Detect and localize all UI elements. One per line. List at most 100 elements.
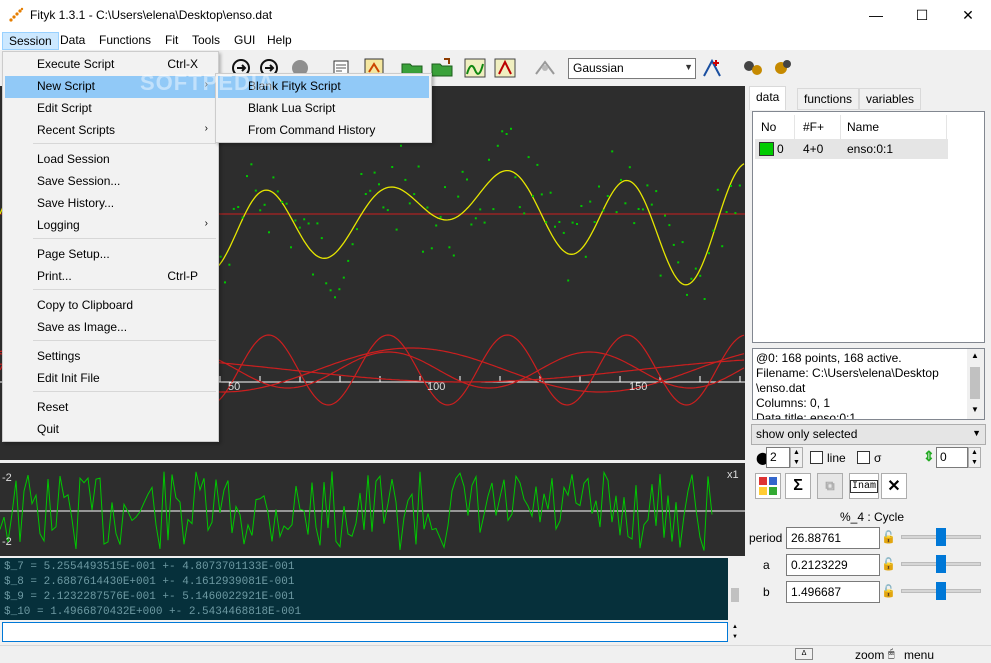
menu-item-page-setup[interactable]: Page Setup... [5,244,216,266]
menu-item-save-session[interactable]: Save Session... [5,171,216,193]
info-scrollbar[interactable]: ▲ ▼ [967,349,984,419]
tab-data[interactable]: data [749,86,787,110]
data-point [492,208,495,211]
param-value-a[interactable]: 0.2123229 [786,554,880,576]
data-point [540,193,543,196]
menu-item-logging[interactable]: Logging › [5,215,216,237]
column-header-no[interactable]: No [755,115,795,139]
scrollbar-thumb[interactable] [731,588,739,602]
data-point [672,243,675,246]
offset-spinner[interactable]: ▲ ▼ [968,447,981,468]
menu-item-recent-scripts[interactable]: Recent Scripts › [5,120,216,142]
data-point [589,200,592,203]
data-point [276,190,279,193]
command-spinner[interactable]: ▲ ▼ [728,622,742,642]
data-point [457,195,460,198]
data-point [708,252,710,255]
menu-separator [33,340,216,341]
param-value-b[interactable]: 1.496687 [786,581,880,603]
column-header-name[interactable]: Name [841,115,947,139]
function-type-select[interactable]: Gaussian ▼ [568,58,696,79]
menu-item-quit[interactable]: Quit [5,419,216,441]
maximize-button[interactable]: ☐ [915,6,929,23]
lock-icon[interactable]: 🔓 [881,557,896,571]
menu-item-edit-init-file[interactable]: Edit Init File [5,368,216,390]
menu-item-save-as-image[interactable]: Save as Image... [5,317,216,339]
residual-plot[interactable] [0,463,745,556]
peak-finder-icon[interactable] [532,55,558,81]
data-list[interactable]: No #F+ Name 0 4+0 enso:0:1 [752,111,985,343]
stop-icon[interactable] [287,55,313,81]
fit-continue-icon[interactable] [770,55,796,81]
column-header-functions[interactable]: #F+ [797,115,841,139]
menu-functions[interactable]: Functions [99,33,152,47]
line-checkbox[interactable] [810,451,823,464]
data-point [584,255,587,258]
edit-script-icon[interactable] [329,55,355,81]
point-size-spinner[interactable]: ▲ ▼ [790,447,803,468]
delete-button[interactable]: ✕ [881,473,907,499]
slider-thumb[interactable] [936,555,946,573]
menu-gui[interactable]: GUI [234,33,256,47]
status-zoom: zoom [855,648,885,662]
plot-view-icon[interactable] [462,55,488,81]
fit-view-icon[interactable] [492,55,518,81]
table-row[interactable]: 0 4+0 enso:0:1 [755,139,948,159]
scrollbar-thumb[interactable] [970,367,980,399]
submenu-item-from-command-history[interactable]: From Command History [248,123,376,137]
lock-icon[interactable]: 🔓 [881,530,896,544]
show-filter-select[interactable]: show only selected ▼ [751,424,986,445]
info-line: Data title: enso:0:1 [756,411,857,420]
dataset-color-swatch[interactable] [759,142,774,156]
lock-icon[interactable]: 🔓 [881,584,896,598]
submenu-item-blank-lua-script[interactable]: Blank Lua Script [248,101,336,115]
menu-item-copy-to-clipboard[interactable]: Copy to Clipboard [5,295,216,317]
submenu-item-blank-fityk-script[interactable]: Blank Fityk Script [218,76,429,98]
data-point [422,250,424,253]
chevron-down-icon: ▼ [684,62,693,72]
tab-variables[interactable]: variables [859,88,922,110]
dataset-props-button[interactable] [755,473,781,499]
data-point [496,144,499,147]
minimize-button[interactable]: — [869,7,883,23]
menu-fit[interactable]: Fit [165,33,179,47]
mouse-mode-icon[interactable]: ᐃ [795,648,813,660]
status-bar: ᐃ zoom 🖱 menu [0,645,991,663]
chevron-up-icon[interactable]: ▲ [971,351,979,360]
menu-item-save-history[interactable]: Save History... [5,193,216,215]
offset-input[interactable]: 0 [936,447,968,468]
fit-run-icon[interactable] [740,55,766,81]
sigma-checkbox[interactable] [857,451,870,464]
menu-item-print[interactable]: Print... Ctrl-P [5,266,216,288]
chevron-down-icon[interactable]: ▼ [971,405,979,414]
point-size-input[interactable]: 2 [766,447,790,468]
slider-thumb[interactable] [936,528,946,546]
menu-item-edit-script[interactable]: Edit Script [5,98,216,120]
data-point [554,225,556,228]
add-peak-icon[interactable] [700,55,726,81]
menu-item-reset[interactable]: Reset [5,397,216,419]
close-button[interactable]: ✕ [962,6,974,23]
data-point [338,288,341,291]
menu-session[interactable]: Session [2,32,59,50]
x-tick-label-100: 100 [427,381,446,393]
slider-thumb[interactable] [936,582,946,600]
menu-item-new-script[interactable]: New Script › [5,76,216,98]
menu-item-settings[interactable]: Settings [5,346,216,368]
menu-data[interactable]: Data [60,33,86,47]
menu-item-load-session[interactable]: Load Session [5,149,216,171]
data-point [369,189,372,192]
menu-tools[interactable]: Tools [192,33,221,47]
param-value-period[interactable]: 26.88761 [786,527,880,549]
menu-help[interactable]: Help [267,33,292,47]
tab-functions[interactable]: functions [797,88,860,110]
sum-button[interactable]: Σ [785,473,811,499]
menu-item-execute-script[interactable]: Execute Script Ctrl-X [5,54,216,76]
data-point [536,163,539,166]
rename-button[interactable]: Inam [849,473,879,499]
save-data-icon[interactable] [429,55,455,81]
command-input[interactable] [2,622,728,642]
fityk-logo-icon [9,7,24,22]
output-scrollbar[interactable] [728,558,742,620]
copy-button[interactable]: ⧉ [817,473,843,499]
